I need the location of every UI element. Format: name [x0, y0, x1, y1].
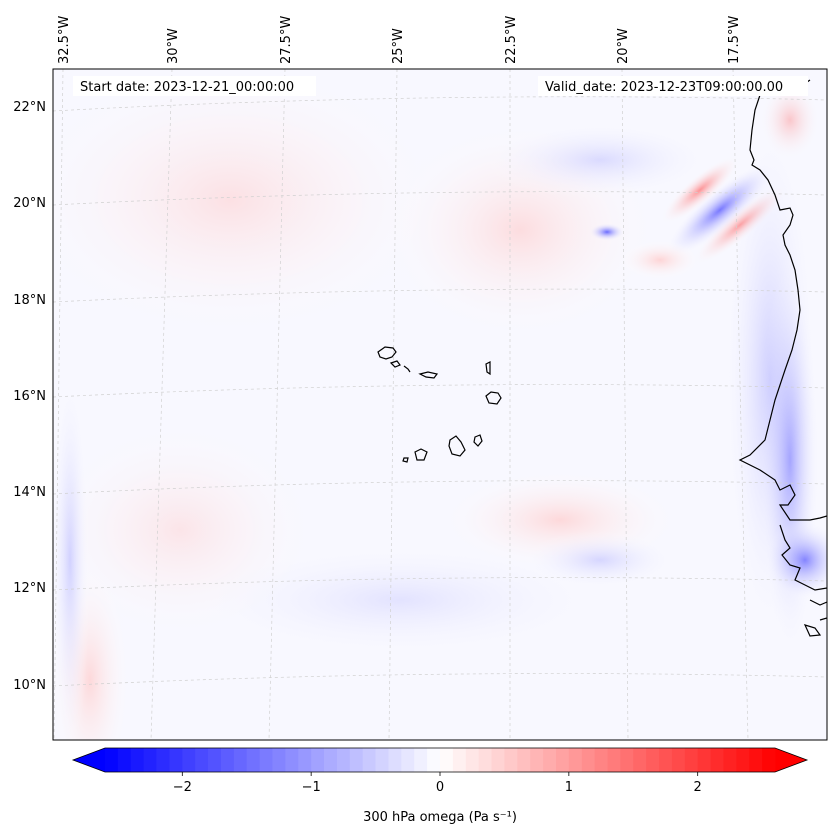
valid-date-text: Valid_date: 2023-12-23T09:00:00.00	[545, 80, 783, 95]
start-date-text: Start date: 2023-12-21_00:00:00	[80, 80, 294, 95]
gridlines	[53, 69, 827, 740]
latitude-labels: 22°N 20°N 18°N 16°N 14°N 12°N 10°N	[13, 100, 46, 693]
colorbar-label: 300 hPa omega (Pa s⁻¹)	[363, 810, 517, 825]
colorbar-step	[246, 748, 261, 772]
lat-label-10: 10°N	[13, 678, 46, 693]
lon-label-17-5: 17.5°W	[727, 16, 742, 64]
colorbar-step	[671, 748, 686, 772]
colorbar-step	[336, 748, 351, 772]
colorbar-step	[220, 748, 235, 772]
colorbar: −2 −1 0 1 2 300 hPa omega (Pa s⁻¹)	[71, 747, 809, 825]
colorbar-step	[736, 748, 750, 772]
lat-label-22: 22°N	[13, 100, 46, 115]
colorbar-step	[697, 748, 711, 772]
colorbar-step	[182, 748, 196, 772]
lon-label-25: 25°W	[391, 28, 406, 64]
colorbar-step	[749, 748, 763, 772]
colorbar-step	[581, 748, 596, 772]
colorbar-step	[375, 748, 389, 772]
colorbar-step	[440, 748, 454, 772]
colorbar-step	[156, 748, 170, 772]
start-date-box	[73, 76, 316, 96]
colorbar-ticks: −2 −1 0 1 2	[173, 772, 702, 795]
colorbar-step	[349, 748, 364, 772]
colorbar-tick-label: −1	[302, 780, 321, 795]
colorbar-step	[555, 748, 570, 772]
colorbar-step	[517, 748, 531, 772]
colorbar-step	[530, 748, 544, 772]
colorbar-step	[427, 748, 441, 772]
lat-label-20: 20°N	[13, 196, 46, 211]
lat-label-16: 16°N	[13, 389, 46, 404]
longitude-labels: 32.5°W 30°W 27.5°W 25°W 22.5°W 20°W 17.5…	[57, 16, 742, 64]
colorbar-step	[169, 748, 183, 772]
colorbar-step	[195, 748, 209, 772]
lat-label-14: 14°N	[13, 485, 46, 500]
map-frame	[52, 68, 828, 741]
lat-label-12: 12°N	[13, 581, 46, 596]
colorbar-step	[620, 748, 634, 772]
colorbar-step	[324, 748, 338, 772]
lon-label-30: 30°W	[166, 28, 181, 64]
colorbar-step	[285, 748, 299, 772]
colorbar-step	[491, 748, 505, 772]
colorbar-step	[465, 748, 480, 772]
colorbar-step	[504, 748, 518, 772]
colorbar-tick-label: 0	[436, 780, 444, 795]
colorbar-step	[298, 748, 312, 772]
valid-date-box	[538, 76, 808, 96]
colorbar-outline	[71, 747, 809, 773]
colorbar-step	[478, 748, 492, 772]
colorbar-step	[233, 748, 248, 772]
colorbar-step	[272, 748, 286, 772]
colorbar-step	[543, 748, 557, 772]
colorbar-steps	[73, 748, 807, 772]
colorbar-step	[401, 748, 415, 772]
colorbar-step	[117, 748, 132, 772]
colorbar-step	[659, 748, 673, 772]
colorbar-step	[143, 748, 157, 772]
colorbar-step	[710, 748, 724, 772]
colorbar-step	[311, 748, 325, 772]
colorbar-step	[723, 748, 737, 772]
colorbar-step	[208, 748, 222, 772]
lat-label-18: 18°N	[13, 293, 46, 308]
colorbar-step	[388, 748, 402, 772]
colorbar-step	[362, 748, 376, 772]
colorbar-step	[414, 748, 428, 772]
colorbar-step	[568, 748, 583, 772]
lon-label-27-5: 27.5°W	[279, 16, 294, 64]
lon-label-32-5: 32.5°W	[57, 16, 72, 64]
colorbar-tick-label: 1	[565, 780, 573, 795]
colorbar-extend-low	[73, 748, 105, 772]
colorbar-step	[607, 748, 621, 772]
colorbar-step	[259, 748, 273, 772]
colorbar-step	[594, 748, 608, 772]
lon-label-22-5: 22.5°W	[504, 16, 519, 64]
colorbar-tick-label: 2	[694, 780, 702, 795]
lon-label-20: 20°W	[616, 28, 631, 64]
colorbar-step	[130, 748, 145, 772]
omega-field	[53, 69, 827, 740]
colorbar-tick-label: −2	[173, 780, 192, 795]
colorbar-step	[684, 748, 699, 772]
colorbar-step	[452, 748, 467, 772]
colorbar-step	[646, 748, 660, 772]
colorbar-extend-high	[775, 748, 807, 772]
cape-verde-islands	[377, 346, 502, 463]
colorbar-step	[105, 748, 119, 772]
colorbar-step	[762, 748, 776, 772]
colorbar-step	[633, 748, 647, 772]
